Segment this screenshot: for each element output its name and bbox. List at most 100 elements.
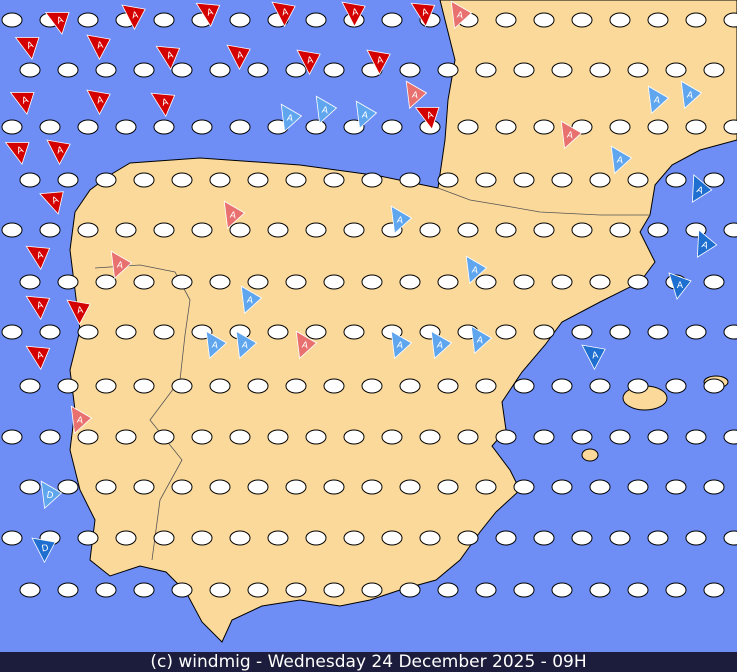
- flag-shape: [271, 1, 296, 28]
- flag-shape: [414, 107, 440, 131]
- calm-marker: [533, 429, 555, 445]
- wind-flag: A: [205, 330, 228, 360]
- calm-marker: [495, 119, 517, 135]
- wind-flag: A: [560, 120, 583, 150]
- calm-marker: [361, 479, 383, 495]
- calm-marker: [343, 530, 365, 546]
- wind-flag: A: [296, 49, 321, 76]
- flag-shape: [355, 100, 378, 130]
- calm-marker: [571, 324, 593, 340]
- calm-marker: [381, 530, 403, 546]
- calm-marker: [191, 222, 213, 238]
- flag-shape: [121, 4, 146, 31]
- wind-flag: A: [155, 45, 181, 71]
- calm-marker: [153, 429, 175, 445]
- calm-marker: [323, 479, 345, 495]
- calm-marker: [229, 530, 251, 546]
- calm-marker: [361, 274, 383, 290]
- flag-shape: [150, 92, 176, 118]
- calm-marker: [39, 429, 61, 445]
- calm-marker: [723, 222, 737, 238]
- calm-marker: [285, 479, 307, 495]
- flag-shape: [46, 139, 71, 166]
- flag-label: A: [700, 240, 710, 252]
- flag-label: A: [426, 110, 436, 122]
- wind-flag: A: [235, 330, 258, 360]
- calm-marker: [19, 274, 41, 290]
- calm-marker: [703, 378, 725, 394]
- calm-marker: [457, 429, 479, 445]
- calm-marker: [171, 274, 193, 290]
- flag-label: A: [471, 266, 480, 277]
- calm-marker: [437, 378, 459, 394]
- flag-label: A: [36, 350, 45, 361]
- calm-marker: [475, 274, 497, 290]
- calm-marker: [685, 12, 707, 28]
- calm-marker: [589, 479, 611, 495]
- flag-label: A: [361, 111, 370, 122]
- calm-marker: [153, 324, 175, 340]
- calm-marker: [399, 274, 421, 290]
- flag-shape: [450, 0, 473, 30]
- flag-label: A: [695, 185, 705, 197]
- calm-marker: [399, 479, 421, 495]
- calm-marker: [703, 582, 725, 598]
- calm-marker: [77, 530, 99, 546]
- calm-marker: [133, 582, 155, 598]
- flag-shape: [405, 80, 428, 110]
- calm-marker: [495, 429, 517, 445]
- calm-marker: [627, 479, 649, 495]
- calm-marker: [1, 222, 23, 238]
- calm-marker: [191, 429, 213, 445]
- flag-label: A: [166, 50, 175, 61]
- calm-marker: [399, 582, 421, 598]
- calm-marker: [399, 172, 421, 188]
- calm-marker: [627, 62, 649, 78]
- flag-label: A: [321, 106, 330, 117]
- wind-flag: A: [668, 272, 692, 300]
- calm-marker: [513, 479, 535, 495]
- calm-marker: [551, 62, 573, 78]
- calm-marker: [551, 378, 573, 394]
- map: A A A A A A A A A A A A A A A A A A A A A A A A A A A A A A A A A A A A A A A A…: [1, 0, 737, 643]
- flag-label: A: [351, 7, 360, 18]
- calm-marker: [571, 12, 593, 28]
- calm-marker: [419, 429, 441, 445]
- calm-marker: [513, 274, 535, 290]
- flag-shape: [39, 191, 64, 215]
- calm-marker: [685, 324, 707, 340]
- calm-marker: [153, 119, 175, 135]
- flag-shape: [223, 200, 246, 230]
- wind-flag: A: [680, 80, 703, 110]
- calm-marker: [723, 530, 737, 546]
- calm-marker: [285, 274, 307, 290]
- flag-label: A: [653, 96, 662, 107]
- calm-marker: [665, 62, 687, 78]
- wind-flag: A: [46, 139, 71, 166]
- wind-flag: A: [226, 44, 251, 71]
- calm-marker: [209, 172, 231, 188]
- flag-label: A: [36, 250, 45, 261]
- flag-label: A: [301, 341, 310, 352]
- calm-marker: [77, 12, 99, 28]
- calm-marker: [305, 119, 327, 135]
- calm-marker: [285, 62, 307, 78]
- calm-marker: [437, 62, 459, 78]
- calm-marker: [267, 222, 289, 238]
- flag-shape: [696, 229, 718, 258]
- calm-marker: [513, 62, 535, 78]
- calm-marker: [419, 530, 441, 546]
- calm-marker: [437, 274, 459, 290]
- calm-marker: [647, 429, 669, 445]
- calm-marker: [133, 479, 155, 495]
- wind-flag: A: [150, 92, 176, 118]
- calm-marker: [571, 530, 593, 546]
- flag-shape: [680, 80, 703, 110]
- flag-shape: [155, 45, 181, 71]
- calm-marker: [533, 324, 555, 340]
- calm-marker: [685, 119, 707, 135]
- calm-marker: [495, 324, 517, 340]
- calm-marker: [495, 530, 517, 546]
- calm-marker: [647, 222, 669, 238]
- flag-label: A: [396, 216, 405, 227]
